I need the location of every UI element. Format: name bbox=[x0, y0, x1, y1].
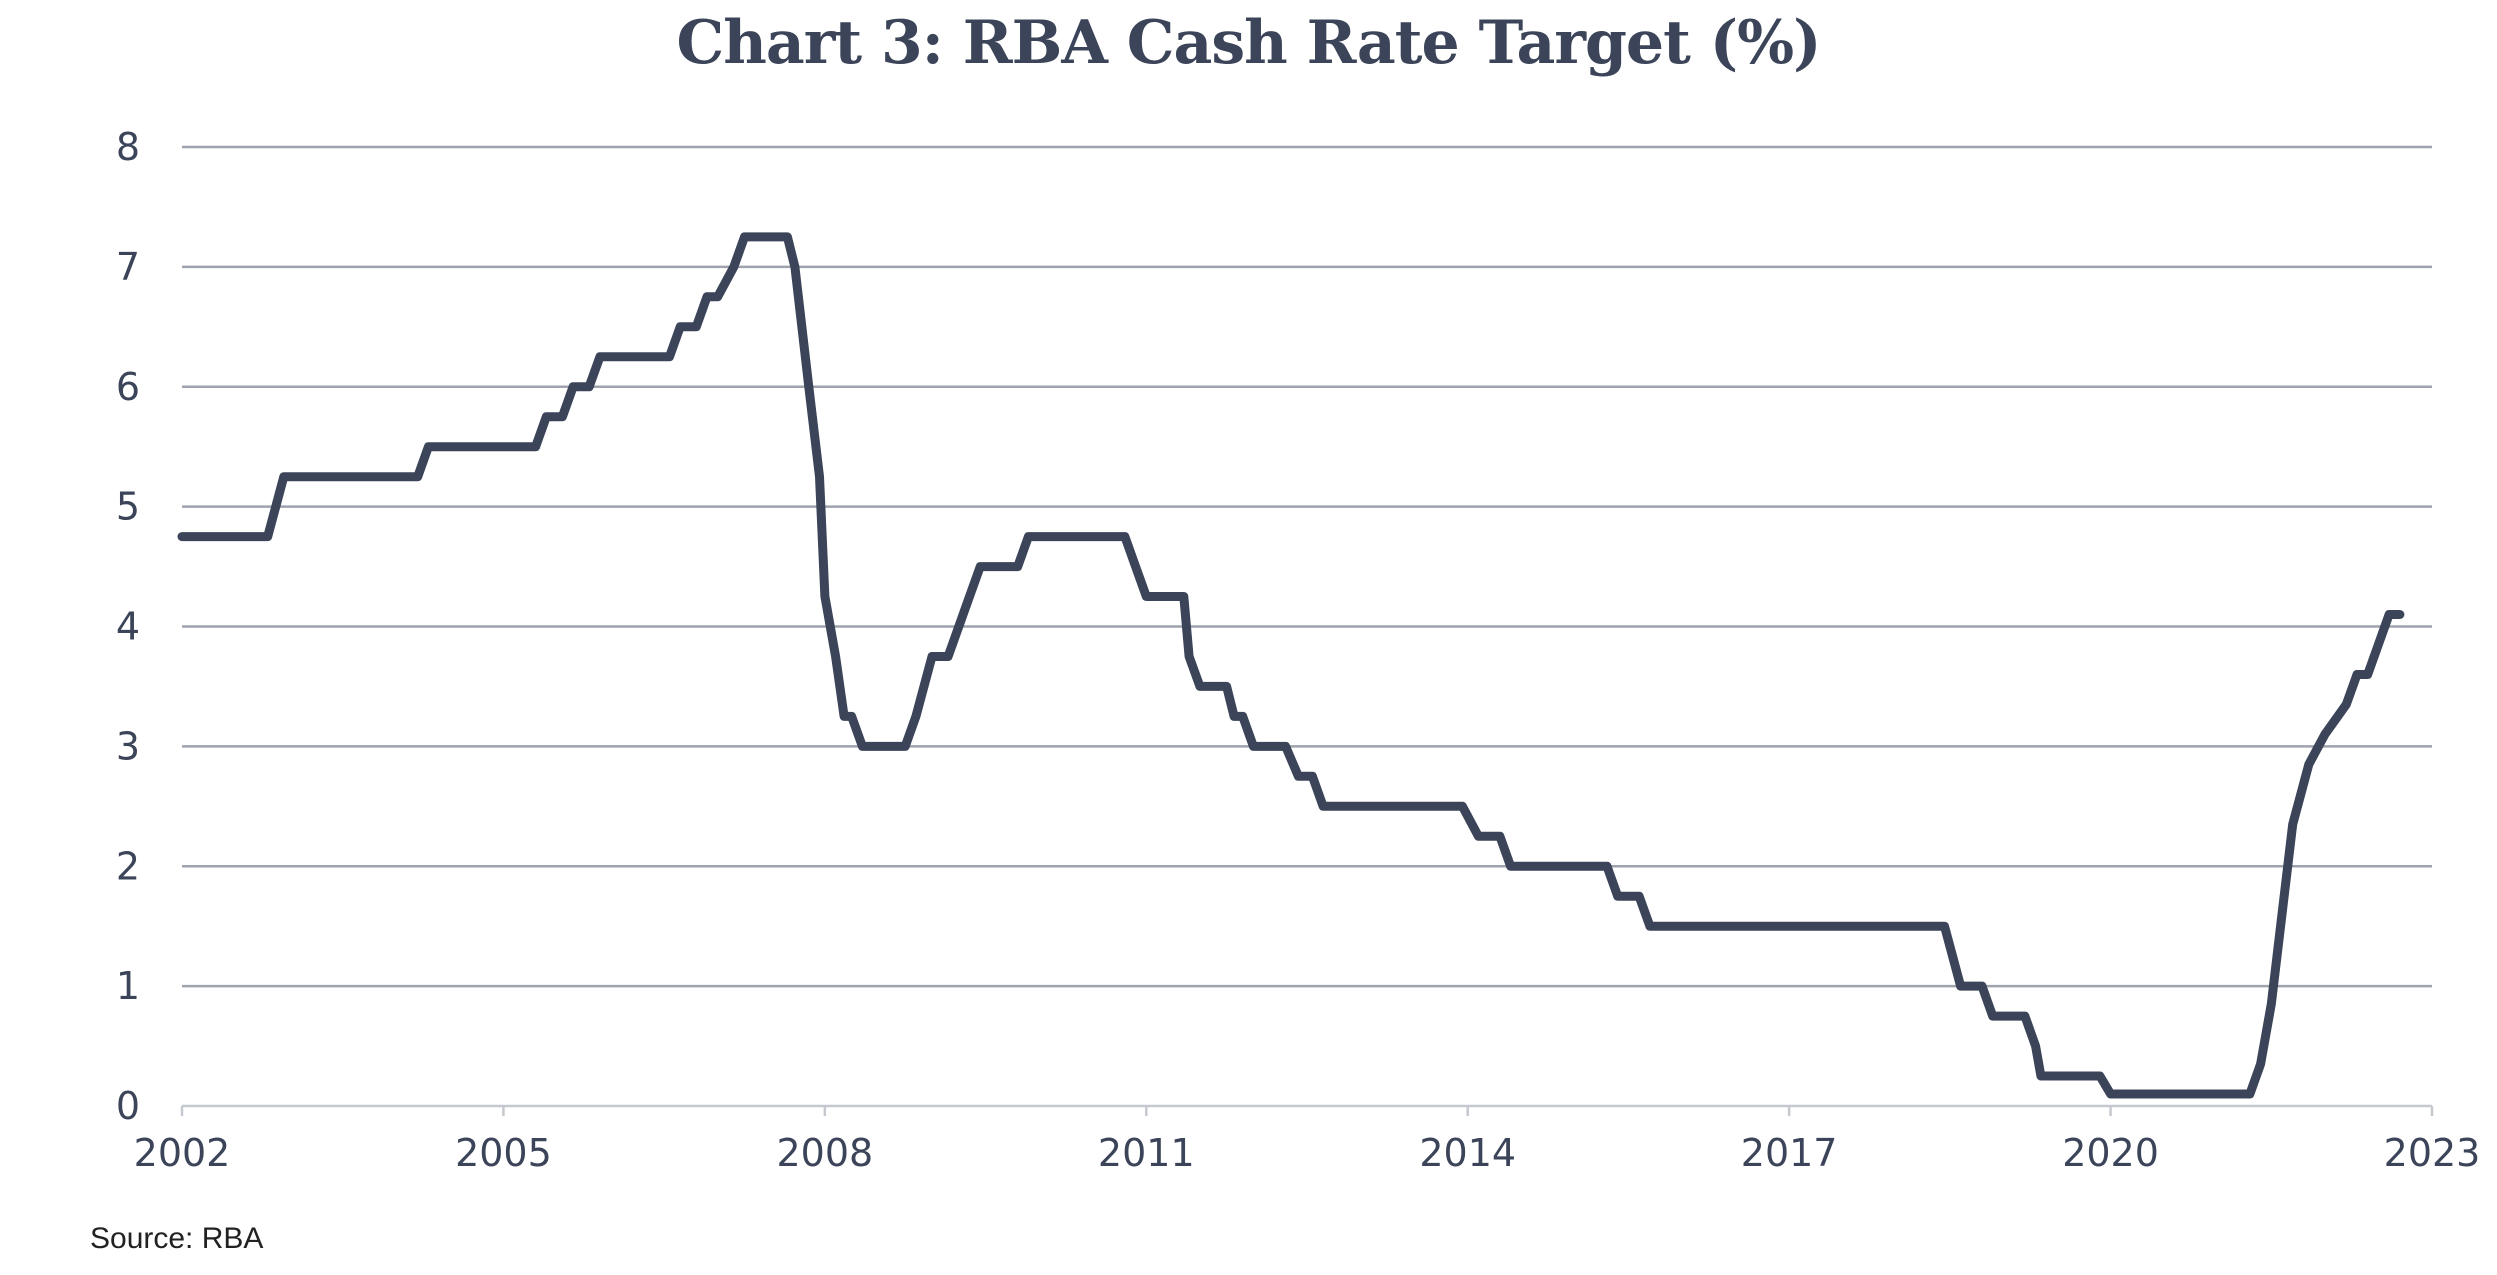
y-tick-label: 5 bbox=[116, 485, 140, 529]
chart-title: Chart 3: RBA Cash Rate Target (%) bbox=[676, 8, 1821, 78]
series-group bbox=[177, 232, 2405, 1099]
source-note: Source: RBA bbox=[90, 1222, 264, 1255]
y-tick-label: 7 bbox=[116, 245, 140, 289]
grid-lines bbox=[182, 145, 2432, 988]
x-tick-label: 2014 bbox=[1419, 1131, 1516, 1175]
x-tick-label: 2005 bbox=[455, 1131, 552, 1175]
x-tick-label: 2017 bbox=[1741, 1131, 1838, 1175]
x-axis bbox=[180, 1104, 2434, 1116]
x-tick-label: 2020 bbox=[2062, 1131, 2159, 1175]
series-line-0 bbox=[177, 232, 2405, 1099]
y-axis-labels: 0 1 2 3 4 5 6 7 8 bbox=[116, 125, 140, 1128]
y-tick-label: 3 bbox=[116, 724, 140, 768]
y-tick-label: 4 bbox=[116, 605, 140, 649]
x-axis-labels: 2002 2005 2008 2011 2014 2017 2020 2023 bbox=[134, 1131, 2481, 1175]
y-tick-label: 2 bbox=[116, 844, 140, 888]
x-tick-label: 2002 bbox=[134, 1131, 231, 1175]
y-tick-label: 0 bbox=[116, 1084, 140, 1128]
x-tick-label: 2008 bbox=[776, 1131, 873, 1175]
y-tick-label: 8 bbox=[116, 125, 140, 169]
x-tick-label: 2023 bbox=[2384, 1131, 2481, 1175]
y-tick-label: 1 bbox=[116, 964, 140, 1008]
y-tick-label: 6 bbox=[116, 365, 140, 409]
x-tick-label: 2011 bbox=[1098, 1131, 1195, 1175]
